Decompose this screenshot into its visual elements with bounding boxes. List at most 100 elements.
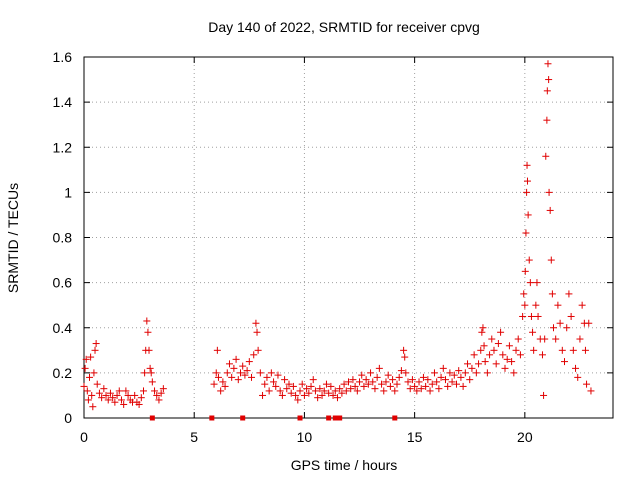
data-point	[477, 346, 485, 354]
ticks	[83, 56, 613, 419]
data-point	[481, 358, 489, 366]
data-point	[252, 319, 260, 327]
data-point	[542, 152, 550, 160]
data-point	[92, 340, 100, 348]
y-tick-label: 0.4	[53, 320, 73, 336]
data-point	[522, 229, 530, 237]
data-point	[307, 382, 315, 390]
data-point	[212, 369, 220, 377]
data-point	[245, 358, 253, 366]
data-point	[567, 312, 575, 320]
data-point	[529, 328, 537, 336]
data-point	[541, 335, 549, 343]
data-point	[367, 369, 375, 377]
y-tick-label: 1.2	[53, 139, 73, 155]
data-point	[210, 380, 218, 388]
data-point	[444, 382, 452, 390]
data-point	[512, 346, 520, 354]
data-point	[232, 355, 240, 363]
data-point	[437, 373, 445, 381]
data-point	[514, 335, 522, 343]
data-point	[259, 391, 267, 399]
data-point	[523, 188, 531, 196]
data-point	[278, 391, 286, 399]
data-point	[569, 346, 577, 354]
data-point	[419, 373, 427, 381]
data-point	[223, 369, 231, 377]
data-point	[356, 378, 364, 386]
data-point	[548, 290, 556, 298]
data-point	[468, 364, 476, 372]
data-point	[86, 373, 94, 381]
data-point	[347, 385, 355, 393]
data-point	[217, 387, 225, 395]
y-tick-label: 1	[64, 184, 72, 200]
data-point	[525, 256, 533, 264]
data-point	[234, 376, 242, 384]
data-point	[466, 376, 474, 384]
data-point	[265, 387, 273, 395]
data-point	[530, 346, 538, 354]
data-point	[527, 312, 535, 320]
x-tick-label: 5	[190, 429, 198, 445]
data-point	[287, 389, 295, 397]
no-data-marker	[297, 415, 303, 421]
data-point	[556, 319, 564, 327]
data-point	[533, 279, 541, 287]
data-point	[494, 340, 502, 348]
data-point	[131, 391, 139, 399]
data-point	[415, 378, 423, 386]
data-point	[380, 387, 388, 395]
data-point	[80, 382, 88, 390]
data-point	[391, 387, 399, 395]
data-point	[90, 369, 98, 377]
x-tick-label: 20	[517, 429, 533, 445]
y-axis-label: SRMTID / TECUs	[5, 183, 21, 293]
data-point	[483, 369, 491, 377]
data-point	[524, 211, 532, 219]
data-point	[329, 391, 337, 399]
data-point	[544, 60, 552, 68]
y-tick-label: 0	[64, 410, 72, 426]
data-point	[261, 380, 269, 388]
data-point	[109, 394, 117, 402]
data-point	[349, 376, 357, 384]
data-point	[256, 369, 264, 377]
data-point	[558, 346, 566, 354]
data-point	[448, 378, 456, 386]
data-point	[106, 389, 114, 397]
data-point	[545, 76, 553, 84]
data-point	[523, 161, 531, 169]
data-point	[581, 346, 589, 354]
no-data-marker	[149, 415, 155, 421]
data-point	[401, 353, 409, 361]
data-point	[378, 380, 386, 388]
data-point	[492, 360, 500, 368]
data-point	[490, 346, 498, 354]
data-point	[373, 373, 381, 381]
data-point	[351, 382, 359, 390]
data-point	[117, 396, 125, 404]
y-tick-label: 0.2	[53, 365, 73, 381]
data-point	[503, 355, 511, 363]
data-point	[475, 360, 483, 368]
data-point	[404, 378, 412, 386]
data-point	[439, 364, 447, 372]
data-point	[248, 373, 256, 381]
data-point	[289, 382, 297, 390]
data-point	[521, 267, 529, 275]
y-tick-label: 0.8	[53, 230, 73, 246]
data-point	[450, 371, 458, 379]
data-point	[572, 364, 580, 372]
data-point	[254, 346, 262, 354]
data-point	[296, 387, 304, 395]
data-point	[455, 367, 463, 375]
data-point	[393, 380, 401, 388]
data-point	[400, 346, 408, 354]
data-point	[505, 342, 513, 350]
data-point	[122, 387, 130, 395]
data-point	[272, 382, 280, 390]
data-point	[104, 396, 112, 404]
data-point	[253, 328, 261, 336]
data-point	[250, 351, 258, 359]
